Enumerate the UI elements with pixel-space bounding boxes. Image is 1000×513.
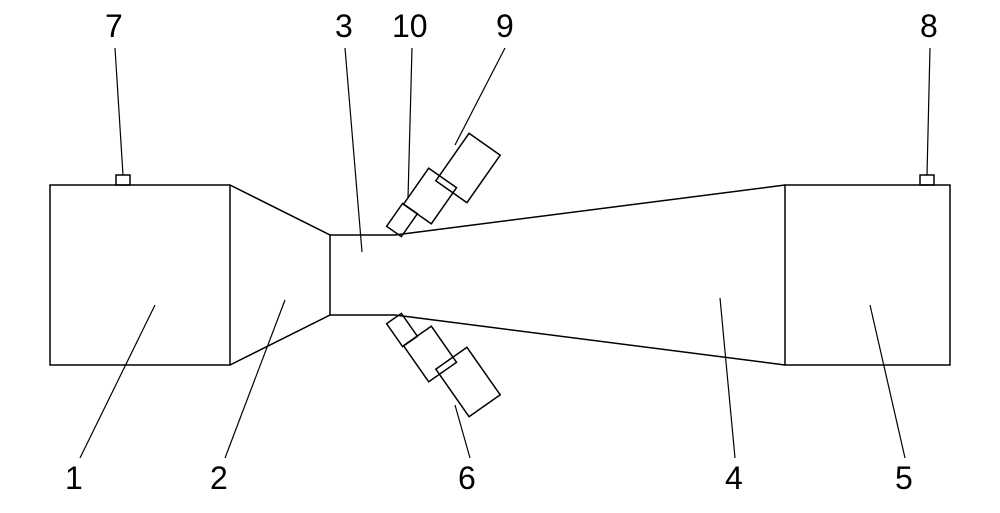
label-6: 6 <box>458 460 476 497</box>
diagram-container: 1 2 3 4 5 6 7 8 9 10 <box>0 0 1000 508</box>
throat-section <box>330 235 395 315</box>
label-5: 5 <box>895 460 913 497</box>
left-chamber <box>50 185 230 365</box>
label-1: 1 <box>65 460 83 497</box>
converging-section <box>230 185 330 365</box>
label-7: 7 <box>105 8 123 45</box>
sensor-7 <box>116 175 130 185</box>
label-10: 10 <box>392 8 428 45</box>
lower-injector <box>387 313 501 416</box>
label-3: 3 <box>335 8 353 45</box>
diverging-section <box>395 185 785 365</box>
label-4: 4 <box>725 460 743 497</box>
leader-lines <box>80 48 930 458</box>
sensor-8 <box>920 175 934 185</box>
upper-injector <box>387 133 501 236</box>
right-chamber <box>785 185 950 365</box>
label-2: 2 <box>210 460 228 497</box>
label-9: 9 <box>496 8 514 45</box>
label-8: 8 <box>920 8 938 45</box>
schematic-svg <box>0 0 1000 508</box>
